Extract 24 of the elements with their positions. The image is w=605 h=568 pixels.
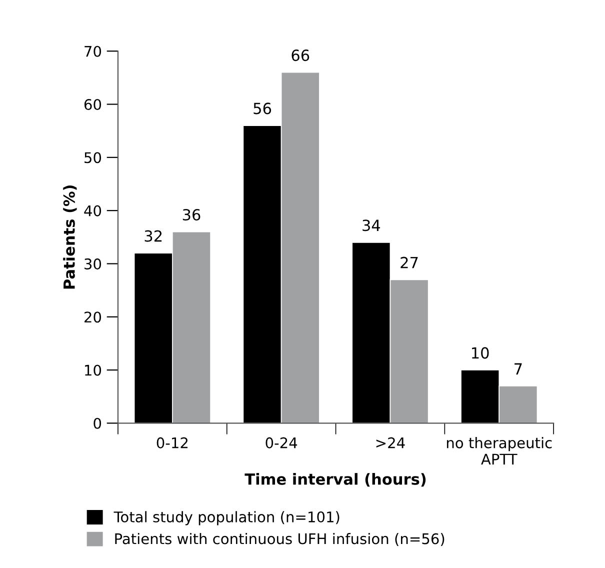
data-label: 32 [144, 230, 162, 242]
y-tick-label: 40 [84, 205, 102, 216]
y-tick-label: 70 [84, 46, 102, 57]
legend-label: Total study population (n=101) [114, 511, 340, 526]
legend-label: Patients with continuous UFH infusion (n=56) [115, 532, 444, 546]
x-tick-label: 0-12 [156, 437, 188, 448]
data-label: 56 [254, 102, 272, 114]
x-tick-label: >24 [376, 437, 405, 448]
y-tick-label: 0 [94, 418, 102, 429]
data-label: 66 [292, 50, 310, 62]
y-tick-label: 50 [84, 152, 102, 164]
y-axis-title: Patients (%) [63, 186, 77, 289]
data-label: 36 [182, 208, 200, 221]
y-tick-label: 20 [84, 312, 102, 323]
y-tick-label: 60 [84, 98, 102, 110]
x-tick-label: 0-24 [266, 437, 298, 448]
y-tick-label: 10 [85, 364, 102, 376]
y-tick-label: 30 [84, 258, 102, 270]
data-label: 34 [362, 220, 380, 232]
data-label: 27 [400, 256, 418, 268]
data-label: 7 [514, 363, 522, 374]
data-label: 10 [472, 347, 489, 359]
x-axis-title: Time interval (hours) [244, 473, 426, 487]
x-tick-label: no therapeutic APTT [446, 437, 552, 464]
